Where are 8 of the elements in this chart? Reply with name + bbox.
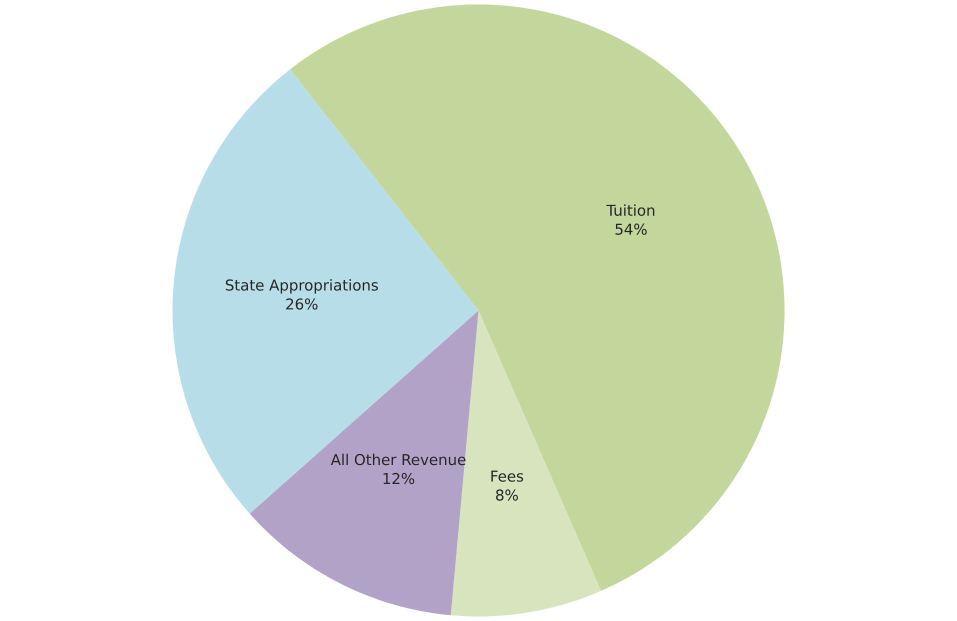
data-label: 12% (384, 472, 414, 484)
data-label: 54% (616, 224, 647, 235)
slice-label: Tuition (606, 204, 654, 216)
data-label: 8% (496, 489, 518, 501)
slice-label: Fees (491, 470, 524, 482)
data-label: 26% (286, 298, 318, 310)
slice-label: All Other Revenue (330, 454, 466, 466)
slice-label: State Appropriations (226, 279, 378, 294)
